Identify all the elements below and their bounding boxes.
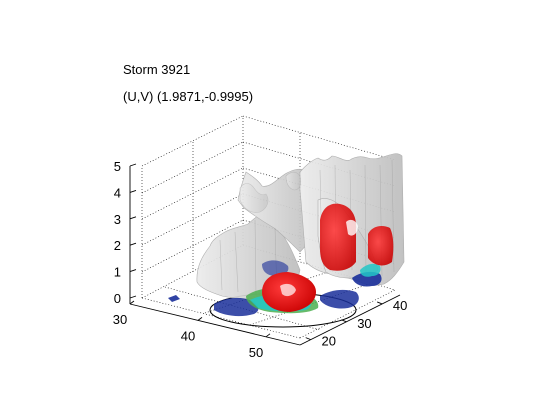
z-axis-ticks: 0 1 2 3 4 5 (114, 159, 137, 306)
core-highlight-2 (280, 283, 296, 297)
y-tick-mark (376, 301, 383, 305)
z-tick-label: 3 (114, 212, 121, 227)
x-tick-mark (129, 300, 135, 305)
z-tick-mark (129, 216, 137, 220)
z-tick-mark (129, 189, 137, 193)
x-tick-label: 40 (181, 328, 195, 343)
axis-lines (129, 166, 401, 346)
z-tick-label: 0 (114, 291, 121, 306)
z-tick-label: 2 (114, 238, 121, 253)
z-tick-label: 1 (114, 265, 121, 280)
y-tick-mark (341, 319, 347, 323)
cell-blue-right (320, 289, 359, 309)
cell-blue-small (168, 295, 180, 302)
y-tick-label: 30 (357, 316, 371, 331)
x-tick-label: 50 (249, 345, 263, 360)
x-tick-mark (197, 317, 203, 321)
chart-subtitle: (U,V) (1.9871,-0.9995) (123, 89, 254, 104)
z-tick-mark (129, 295, 137, 299)
z-tick-label: 4 (114, 185, 121, 200)
x-tick-mark (265, 333, 271, 338)
z-tick-mark (129, 163, 137, 167)
core-highlight (346, 219, 358, 236)
x-tick-label: 30 (113, 312, 127, 327)
y-tick-label: 40 (393, 298, 407, 313)
core-cells (262, 203, 394, 312)
y-tick-mark (305, 337, 311, 341)
z-tick-mark (129, 269, 137, 273)
cell-cyan-right (360, 263, 381, 277)
cell-blue-left (214, 297, 259, 317)
core-red-far (368, 226, 394, 266)
core-red-right (320, 203, 356, 271)
x-axis-ticks: 30 40 50 (113, 300, 271, 360)
z-tick-mark (129, 242, 137, 246)
y-axis-ticks: 20 30 40 (305, 298, 407, 349)
z-tick-label: 5 (114, 159, 121, 174)
y-tick-label: 20 (321, 334, 335, 349)
chart-title: Storm 3921 (123, 62, 191, 77)
cell-blue-center (262, 260, 289, 276)
